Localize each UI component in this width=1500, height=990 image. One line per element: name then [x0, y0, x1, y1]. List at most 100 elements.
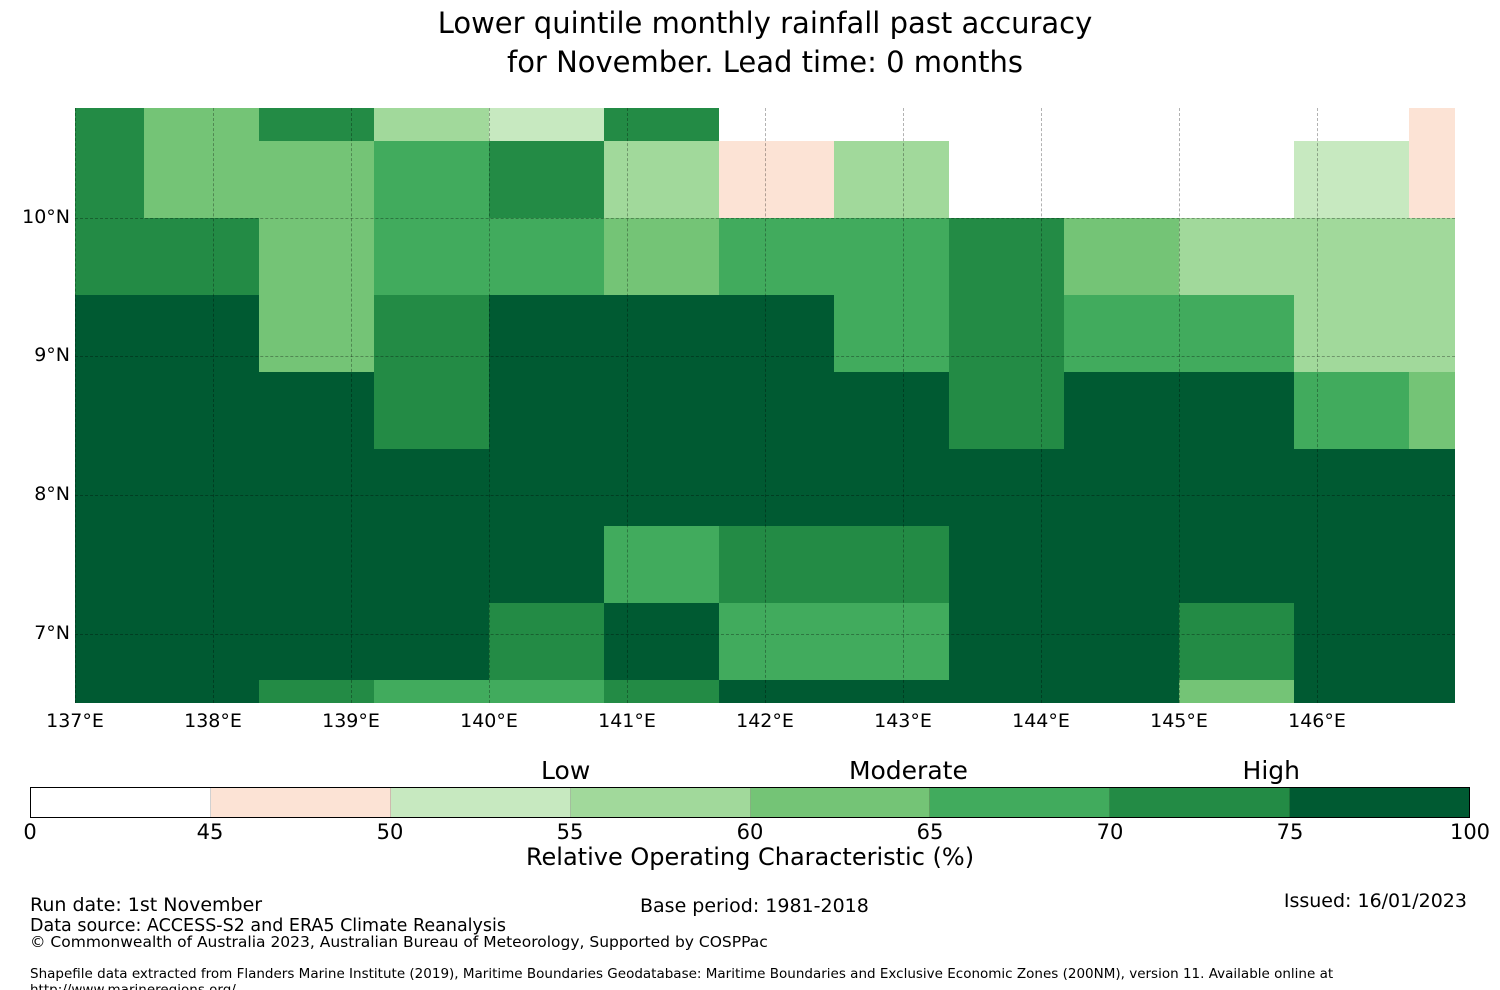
colorbar-segment: [210, 788, 391, 817]
heatmap-cell: [144, 371, 259, 449]
heatmap-cell: [1409, 140, 1455, 218]
colorbar-tick-label: 45: [196, 820, 224, 844]
colorbar-category-label-high: High: [1242, 756, 1300, 785]
heatmap-cell: [258, 679, 374, 703]
heatmap-cell: [948, 108, 1064, 141]
heatmap-cell: [144, 217, 259, 295]
heatmap-cell: [75, 525, 144, 603]
heatmap-cell: [948, 140, 1064, 218]
chart-title: Lower quintile monthly rainfall past acc…: [0, 4, 1500, 82]
heatmap-cell: [603, 140, 719, 218]
heatmap-cell: [1293, 108, 1409, 141]
heatmap-cell: [75, 217, 144, 295]
heatmap-cell: [1179, 602, 1294, 680]
heatmap-cell: [603, 217, 719, 295]
longitude-gridline: [627, 108, 628, 703]
heatmap-cell: [144, 140, 259, 218]
colorbar-tick-label: 55: [556, 820, 584, 844]
heatmap-cell: [374, 294, 489, 372]
heatmap-cell: [374, 371, 489, 449]
heatmap-cell: [374, 448, 489, 526]
colorbar-category-label-moderate: Moderate: [848, 756, 968, 785]
latitude-gridline: [75, 494, 1455, 496]
heatmap-cell: [374, 217, 489, 295]
colorbar-category-label-low: Low: [541, 756, 591, 785]
run-date-label: Run date: 1st November: [30, 894, 263, 916]
heatmap-cell: [489, 525, 604, 603]
heatmap-cell: [834, 602, 949, 680]
heatmap-cell: [374, 525, 489, 603]
colorbar-tick-label: 60: [736, 820, 764, 844]
latitude-gridline: [75, 633, 1455, 635]
colorbar-title: Relative Operating Characteristic (%): [525, 843, 975, 871]
heatmap-cell: [834, 448, 949, 526]
heatmap-cell: [1293, 448, 1409, 526]
x-axis-tick-label: 139°E: [322, 710, 380, 732]
heatmap-cell: [144, 602, 259, 680]
colorbar-segment: [750, 788, 931, 817]
heatmap-cell: [948, 448, 1064, 526]
heatmap-cell: [1064, 448, 1179, 526]
heatmap-cell: [603, 294, 719, 372]
heatmap-cell: [1293, 294, 1409, 372]
heatmap-cell: [258, 371, 374, 449]
heatmap-cell: [1064, 140, 1179, 218]
heatmap-cell: [834, 294, 949, 372]
latitude-gridline: [75, 217, 1455, 219]
heatmap-cell: [144, 448, 259, 526]
heatmap-cell: [834, 140, 949, 218]
y-axis-tick-label: 10°N: [22, 205, 70, 228]
longitude-gridline: [1041, 108, 1042, 703]
heatmap-cell: [603, 448, 719, 526]
colorbar-segment: [1290, 788, 1469, 817]
x-axis-tick-label: 137°E: [46, 710, 104, 732]
map-heatmap: [75, 108, 1455, 703]
heatmap-cell: [1293, 602, 1409, 680]
shapefile-note-label: Shapefile data extracted from Flanders M…: [30, 966, 1334, 990]
heatmap-cell: [719, 140, 834, 218]
longitude-gridline: [765, 108, 766, 703]
heatmap-cell: [719, 294, 834, 372]
x-axis-tick-label: 138°E: [184, 710, 242, 732]
heatmap-cell: [489, 448, 604, 526]
heatmap-cell: [948, 294, 1064, 372]
heatmap-cell: [1179, 371, 1294, 449]
heatmap-cell: [603, 108, 719, 141]
heatmap-cell: [258, 217, 374, 295]
data-source-label: Data source: ACCESS-S2 and ERA5 Climate …: [30, 916, 506, 936]
heatmap-cell: [1064, 525, 1179, 603]
heatmap-cell: [144, 525, 259, 603]
heatmap-cell: [258, 108, 374, 141]
heatmap-cell: [1064, 679, 1179, 703]
heatmap-cell: [1409, 602, 1455, 680]
heatmap-cell: [1064, 371, 1179, 449]
x-axis-tick-label: 146°E: [1288, 710, 1346, 732]
colorbar-tick-label: 0: [23, 820, 37, 844]
heatmap-cell: [75, 294, 144, 372]
heatmap-cell: [258, 294, 374, 372]
heatmap-cell: [374, 602, 489, 680]
colorbar-tick-label: 75: [1276, 820, 1304, 844]
heatmap-cell: [1179, 217, 1294, 295]
heatmap-cell: [1293, 217, 1409, 295]
heatmap-cell: [489, 140, 604, 218]
longitude-gridline: [489, 108, 490, 703]
heatmap-cell: [603, 371, 719, 449]
heatmap-cell: [75, 108, 144, 141]
heatmap-cell: [1293, 140, 1409, 218]
x-axis-tick-label: 143°E: [874, 710, 932, 732]
heatmap-cell: [75, 679, 144, 703]
longitude-gridline: [1179, 108, 1180, 703]
heatmap-cell: [1064, 294, 1179, 372]
longitude-gridline: [213, 108, 214, 703]
colorbar-tick-label: 100: [1449, 820, 1491, 844]
x-axis-tick-label: 142°E: [736, 710, 794, 732]
heatmap-cell: [1064, 108, 1179, 141]
colorbar-tick-label: 50: [376, 820, 404, 844]
y-axis-tick-label: 9°N: [34, 344, 70, 367]
heatmap-cell: [258, 525, 374, 603]
heatmap-cell: [603, 525, 719, 603]
longitude-gridline: [351, 108, 352, 703]
heatmap-cell: [719, 679, 834, 703]
